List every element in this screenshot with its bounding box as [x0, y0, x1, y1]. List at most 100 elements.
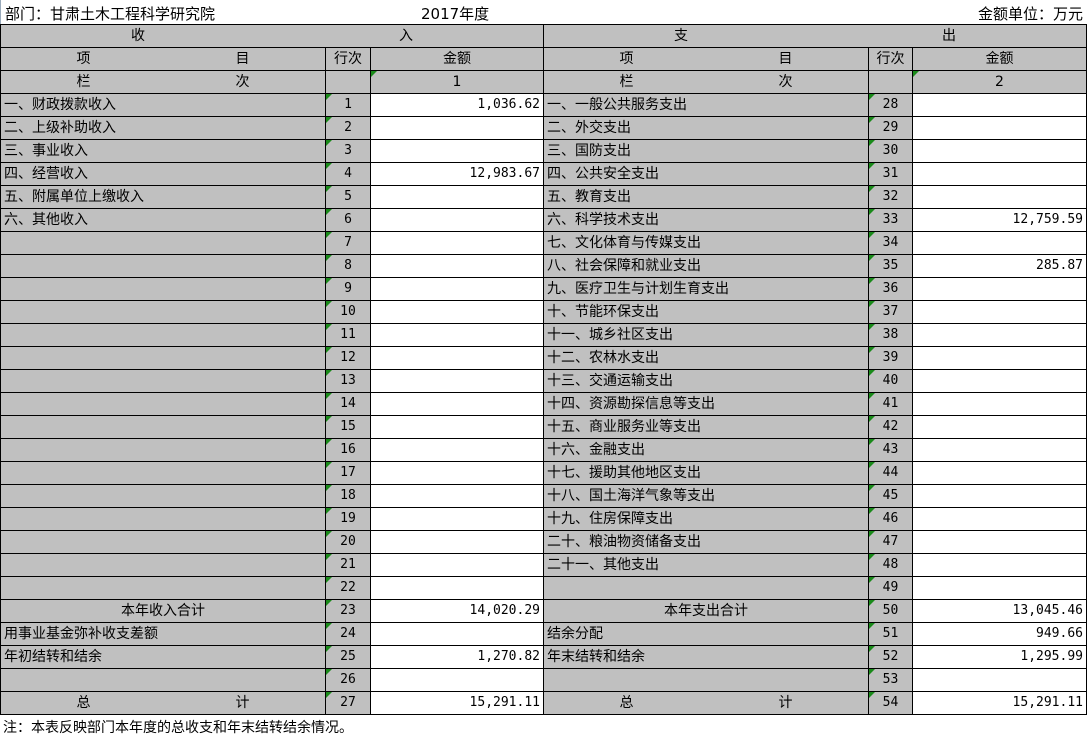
expense-row-number[interactable]: 48 [868, 553, 913, 577]
income-row-number[interactable]: 6 [325, 208, 371, 232]
income-row-number[interactable]: 1 [325, 93, 371, 117]
expense-row-number[interactable]: 40 [868, 369, 913, 393]
expense-item-label[interactable] [543, 668, 869, 692]
income-item-label[interactable]: 四、经营收入 [0, 162, 326, 186]
expense-amount[interactable]: 13,045.46 [912, 599, 1087, 623]
expense-amount[interactable] [912, 277, 1087, 301]
income-item-label[interactable] [0, 461, 326, 485]
income-item-label[interactable] [0, 277, 326, 301]
expense-row-number[interactable]: 36 [868, 277, 913, 301]
income-item-label[interactable]: 年初结转和结余 [0, 645, 326, 669]
income-amount[interactable] [370, 185, 544, 209]
income-row-number[interactable]: 17 [325, 461, 371, 485]
expense-amount[interactable] [912, 93, 1087, 117]
expense-row-number[interactable]: 37 [868, 300, 913, 324]
income-amount[interactable] [370, 484, 544, 508]
expense-row-number[interactable]: 50 [868, 599, 913, 623]
income-row-number[interactable]: 19 [325, 507, 371, 531]
income-item-label[interactable]: 六、其他收入 [0, 208, 326, 232]
expense-total-amount[interactable]: 15,291.11 [912, 691, 1087, 715]
expense-amount[interactable] [912, 668, 1087, 692]
expense-item-label[interactable]: 年末结转和结余 [543, 645, 869, 669]
expense-item-label[interactable]: 本年支出合计 [543, 599, 869, 623]
income-row-number[interactable]: 24 [325, 622, 371, 646]
expense-item-label[interactable]: 八、社会保障和就业支出 [543, 254, 869, 278]
income-row-number[interactable]: 21 [325, 553, 371, 577]
income-item-label[interactable] [0, 392, 326, 416]
expense-amount[interactable] [912, 185, 1087, 209]
expense-amount-header[interactable]: 金额 [912, 47, 1087, 71]
income-item-label[interactable] [0, 231, 326, 255]
expense-item-label[interactable]: 二、外交支出 [543, 116, 869, 140]
income-amount[interactable] [370, 208, 544, 232]
expense-amount[interactable] [912, 231, 1087, 255]
income-amount[interactable] [370, 346, 544, 370]
expense-row-number[interactable]: 34 [868, 231, 913, 255]
expense-row-number[interactable]: 42 [868, 415, 913, 439]
income-total-amount[interactable]: 15,291.11 [370, 691, 544, 715]
expense-item-label[interactable]: 结余分配 [543, 622, 869, 646]
income-amount[interactable] [370, 668, 544, 692]
expense-item-header[interactable]: 项目 [543, 47, 869, 71]
expense-row-number[interactable]: 35 [868, 254, 913, 278]
income-amount-header[interactable]: 金额 [370, 47, 544, 71]
income-item-label[interactable] [0, 438, 326, 462]
income-row-number[interactable]: 18 [325, 484, 371, 508]
expense-row-number[interactable]: 29 [868, 116, 913, 140]
income-item-label[interactable] [0, 530, 326, 554]
income-row-number[interactable]: 14 [325, 392, 371, 416]
income-item-label[interactable] [0, 346, 326, 370]
expense-amount[interactable] [912, 139, 1087, 163]
income-item-label[interactable] [0, 553, 326, 577]
expense-amount[interactable] [912, 484, 1087, 508]
income-row-number[interactable]: 3 [325, 139, 371, 163]
income-amount[interactable] [370, 254, 544, 278]
expense-row-number[interactable]: 49 [868, 576, 913, 600]
income-amount[interactable] [370, 139, 544, 163]
income-row-number[interactable]: 25 [325, 645, 371, 669]
income-amount[interactable]: 1,036.62 [370, 93, 544, 117]
income-row-number[interactable]: 2 [325, 116, 371, 140]
expense-row-number[interactable]: 47 [868, 530, 913, 554]
income-amount[interactable] [370, 392, 544, 416]
expense-amount[interactable] [912, 300, 1087, 324]
income-item-label[interactable]: 五、附属单位上缴收入 [0, 185, 326, 209]
expense-item-label[interactable]: 十二、农林水支出 [543, 346, 869, 370]
income-item-label[interactable]: 三、事业收入 [0, 139, 326, 163]
expense-row-number[interactable]: 53 [868, 668, 913, 692]
income-item-label[interactable] [0, 369, 326, 393]
expense-total-row-number[interactable]: 54 [868, 691, 913, 715]
expense-item-label[interactable]: 一、一般公共服务支出 [543, 93, 869, 117]
expense-row-number[interactable]: 52 [868, 645, 913, 669]
expense-row-number[interactable]: 38 [868, 323, 913, 347]
expense-row-number[interactable]: 33 [868, 208, 913, 232]
income-row-number[interactable]: 12 [325, 346, 371, 370]
income-row-number[interactable]: 23 [325, 599, 371, 623]
income-item-label[interactable]: 一、财政拨款收入 [0, 93, 326, 117]
income-section-header[interactable]: 收入 [0, 24, 544, 48]
income-row-number[interactable]: 20 [325, 530, 371, 554]
expense-item-label[interactable] [543, 576, 869, 600]
expense-amount[interactable] [912, 162, 1087, 186]
expense-item-label[interactable]: 二十、粮油物资储备支出 [543, 530, 869, 554]
expense-item-label[interactable]: 十四、资源勘探信息等支出 [543, 392, 869, 416]
expense-amount[interactable] [912, 507, 1087, 531]
expense-item-label[interactable]: 七、文化体育与传媒支出 [543, 231, 869, 255]
income-row-number[interactable]: 7 [325, 231, 371, 255]
income-col-number[interactable]: 1 [370, 70, 544, 94]
income-row-number[interactable]: 5 [325, 185, 371, 209]
income-item-label[interactable] [0, 415, 326, 439]
income-row-number[interactable]: 15 [325, 415, 371, 439]
income-item-label[interactable] [0, 254, 326, 278]
income-item-label[interactable]: 二、上级补助收入 [0, 116, 326, 140]
income-amount[interactable] [370, 507, 544, 531]
expense-row-number[interactable]: 39 [868, 346, 913, 370]
expense-item-label[interactable]: 十七、援助其他地区支出 [543, 461, 869, 485]
expense-amount[interactable] [912, 530, 1087, 554]
income-lanci[interactable]: 栏次 [0, 70, 326, 94]
expense-amount[interactable]: 12,759.59 [912, 208, 1087, 232]
expense-item-label[interactable]: 十、节能环保支出 [543, 300, 869, 324]
income-total-label[interactable]: 总计 [0, 691, 326, 715]
expense-lanci[interactable]: 栏次 [543, 70, 869, 94]
expense-row-number[interactable]: 31 [868, 162, 913, 186]
